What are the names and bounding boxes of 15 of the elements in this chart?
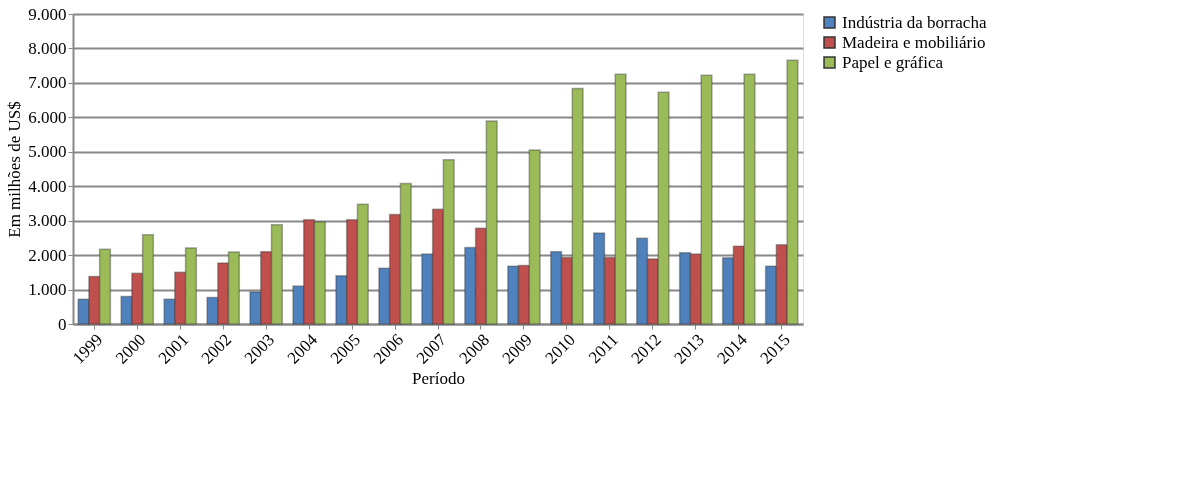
y-tick-label: 6.000 xyxy=(28,107,67,127)
legend-label: Indústria da borracha xyxy=(842,12,987,32)
y-tick-label: 2.000 xyxy=(28,245,67,265)
y-tick-label: 9.000 xyxy=(28,4,67,24)
y-tick-label: 7.000 xyxy=(28,73,67,93)
y-tick-label: 8.000 xyxy=(28,38,67,58)
legend-label: Madeira e mobiliário xyxy=(842,32,986,52)
y-tick-label: 5.000 xyxy=(28,142,67,162)
y-tick-label: 0 xyxy=(58,314,67,334)
x-axis-title: Período xyxy=(412,368,465,388)
y-axis-title: Em milhões de US$ xyxy=(5,101,25,238)
legend-label: Papel e gráfica xyxy=(842,52,944,72)
y-tick-label: 4.000 xyxy=(28,176,67,196)
y-tick-label: 1.000 xyxy=(28,280,67,300)
y-tick-label: 3.000 xyxy=(28,211,67,231)
